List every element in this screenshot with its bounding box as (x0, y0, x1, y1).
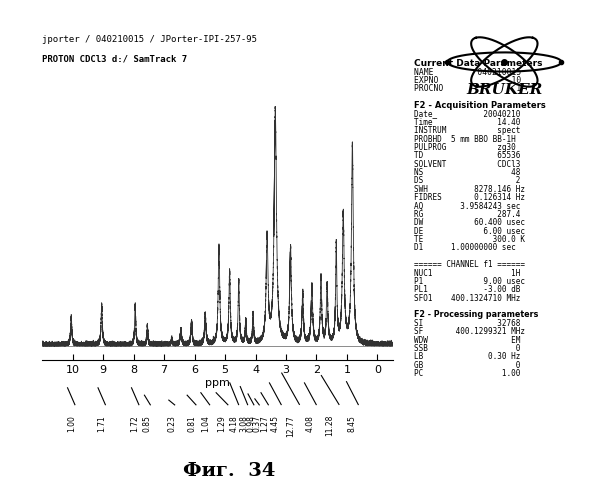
Text: LB              0.30 Hz: LB 0.30 Hz (414, 352, 521, 362)
Text: BRUKER: BRUKER (466, 83, 542, 97)
Text: Date_          20040210: Date_ 20040210 (414, 110, 521, 118)
Text: SFO1    400.1324710 MHz: SFO1 400.1324710 MHz (414, 294, 521, 302)
Text: NAME         040210015: NAME 040210015 (414, 68, 522, 76)
Text: PROBHD  5 mm BBO BB-1H: PROBHD 5 mm BBO BB-1H (414, 134, 516, 143)
Text: FIDRES       0.126314 Hz: FIDRES 0.126314 Hz (414, 193, 525, 202)
Text: 1.27: 1.27 (260, 415, 269, 432)
Text: 4.45: 4.45 (271, 415, 280, 432)
Text: DE             6.00 usec: DE 6.00 usec (414, 226, 525, 235)
Text: 1.71: 1.71 (97, 415, 106, 432)
Text: TE               300.0 K: TE 300.0 K (414, 235, 525, 244)
Text: SSB                   0: SSB 0 (414, 344, 521, 353)
Text: TD                65536: TD 65536 (414, 152, 521, 160)
Text: PULPROG           zg30: PULPROG zg30 (414, 143, 516, 152)
Text: PROTON CDCl3 d:/ SamTrack 7: PROTON CDCl3 d:/ SamTrack 7 (42, 55, 187, 64)
Text: 0.37: 0.37 (252, 415, 262, 432)
Text: NS                   48: NS 48 (414, 168, 521, 177)
Text: ====== CHANNEL f1 ======: ====== CHANNEL f1 ====== (414, 260, 525, 269)
Text: 11.28: 11.28 (326, 415, 335, 436)
Text: 1.00: 1.00 (66, 415, 76, 432)
Text: 0.85: 0.85 (143, 415, 152, 432)
Text: 1.29: 1.29 (217, 415, 226, 432)
Text: 4.08: 4.08 (306, 415, 315, 432)
Text: 12.77: 12.77 (286, 415, 295, 436)
Text: D1      1.00000000 sec: D1 1.00000000 sec (414, 244, 516, 252)
Text: DW           60.400 usec: DW 60.400 usec (414, 218, 525, 228)
Text: 8.45: 8.45 (348, 415, 357, 432)
Text: SF       400.1299321 MHz: SF 400.1299321 MHz (414, 327, 525, 336)
Text: 3.08: 3.08 (239, 415, 248, 432)
Text: SOLVENT           CDCl3: SOLVENT CDCl3 (414, 160, 521, 168)
Text: 4.18: 4.18 (230, 415, 239, 432)
Text: PL1            -3.00 dB: PL1 -3.00 dB (414, 286, 521, 294)
Text: INSTRUM           spect: INSTRUM spect (414, 126, 521, 136)
Text: Current Data Parameters: Current Data Parameters (414, 60, 543, 68)
Text: Time              14.40: Time 14.40 (414, 118, 521, 127)
Text: GB                    0: GB 0 (414, 360, 521, 370)
Text: 1.04: 1.04 (201, 415, 210, 432)
Text: 0.81: 0.81 (187, 415, 196, 432)
Text: NUC1                 1H: NUC1 1H (414, 268, 521, 278)
Text: F2 - Acquisition Parameters: F2 - Acquisition Parameters (414, 101, 546, 110)
Text: 0.98: 0.98 (246, 415, 255, 432)
Text: PROCNO               1: PROCNO 1 (414, 84, 522, 94)
Text: RG                287.4: RG 287.4 (414, 210, 521, 219)
Text: PC                 1.00: PC 1.00 (414, 369, 521, 378)
Text: 0.23: 0.23 (167, 415, 176, 432)
Text: SWH          8278.146 Hz: SWH 8278.146 Hz (414, 185, 525, 194)
X-axis label: ppm: ppm (205, 378, 230, 388)
Text: DS                    2: DS 2 (414, 176, 521, 186)
Text: SI                32768: SI 32768 (414, 319, 521, 328)
Text: EXPNO               10: EXPNO 10 (414, 76, 522, 85)
Text: jporter / 040210015 / JPorter-IPI-257-95: jporter / 040210015 / JPorter-IPI-257-95 (42, 35, 257, 44)
Text: WDW                  EM: WDW EM (414, 336, 521, 344)
Text: P1             9.00 usec: P1 9.00 usec (414, 277, 525, 286)
Text: Фиг.  34: Фиг. 34 (184, 462, 275, 480)
Text: 1.72: 1.72 (130, 415, 140, 432)
Text: F2 - Processing parameters: F2 - Processing parameters (414, 310, 539, 320)
Text: AQ        3.9584243 sec: AQ 3.9584243 sec (414, 202, 521, 210)
